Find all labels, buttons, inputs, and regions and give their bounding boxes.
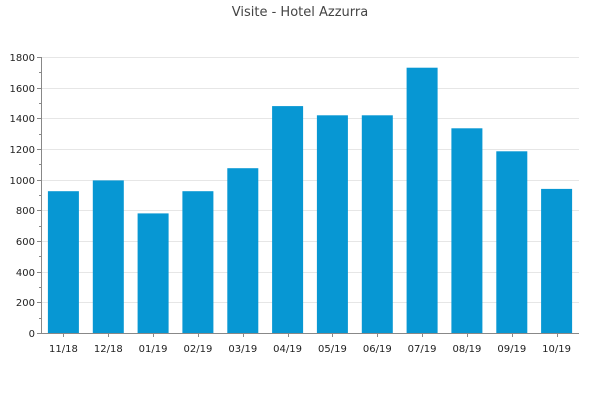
x-tick-label: 01/19 bbox=[139, 344, 168, 355]
bars bbox=[47, 67, 573, 333]
x-tick-label: 02/19 bbox=[183, 344, 212, 355]
y-tick-label: 400 bbox=[16, 268, 35, 279]
bar bbox=[92, 180, 124, 333]
bar bbox=[316, 115, 348, 333]
bar bbox=[496, 151, 528, 333]
x-tick-label: 03/19 bbox=[228, 344, 257, 355]
bar bbox=[451, 128, 483, 333]
bar bbox=[227, 168, 259, 333]
x-tick-label: 08/19 bbox=[452, 344, 481, 355]
y-tick-label: 1200 bbox=[10, 145, 35, 156]
x-tick-label: 11/18 bbox=[49, 344, 78, 355]
y-tick-label: 1600 bbox=[10, 84, 35, 95]
x-tick-label: 09/19 bbox=[497, 344, 526, 355]
bar bbox=[361, 115, 393, 333]
y-tick-label: 200 bbox=[16, 298, 35, 309]
x-tick-label: 10/19 bbox=[542, 344, 571, 355]
x-tick-label: 07/19 bbox=[408, 344, 437, 355]
bar bbox=[137, 213, 169, 333]
x-tick-label: 05/19 bbox=[318, 344, 347, 355]
y-tick-label: 1000 bbox=[10, 176, 35, 187]
y-tick-label: 600 bbox=[16, 237, 35, 248]
bar bbox=[47, 191, 79, 333]
y-tick-label: 1400 bbox=[10, 114, 35, 125]
gridlines bbox=[41, 57, 579, 303]
bar bbox=[182, 191, 214, 333]
x-tick-labels: 11/18 12/18 01/19 02/19 03/19 04/19 05/19 06/19… bbox=[49, 344, 571, 355]
bar bbox=[406, 67, 438, 333]
y-tick-label: 0 bbox=[29, 329, 35, 340]
axes bbox=[37, 57, 579, 337]
x-tick-label: 04/19 bbox=[273, 344, 302, 355]
y-tick-labels: 0 200 400 600 800 1000 1200 1400 1600 1800 bbox=[10, 53, 35, 340]
y-tick-label: 1800 bbox=[10, 53, 35, 64]
bar bbox=[272, 106, 304, 333]
chart-title: Visite - Hotel Azzurra bbox=[232, 5, 368, 20]
x-tick-label: 12/18 bbox=[94, 344, 123, 355]
bar bbox=[541, 188, 573, 333]
x-tick-label: 06/19 bbox=[363, 344, 392, 355]
y-tick-label: 800 bbox=[16, 206, 35, 217]
